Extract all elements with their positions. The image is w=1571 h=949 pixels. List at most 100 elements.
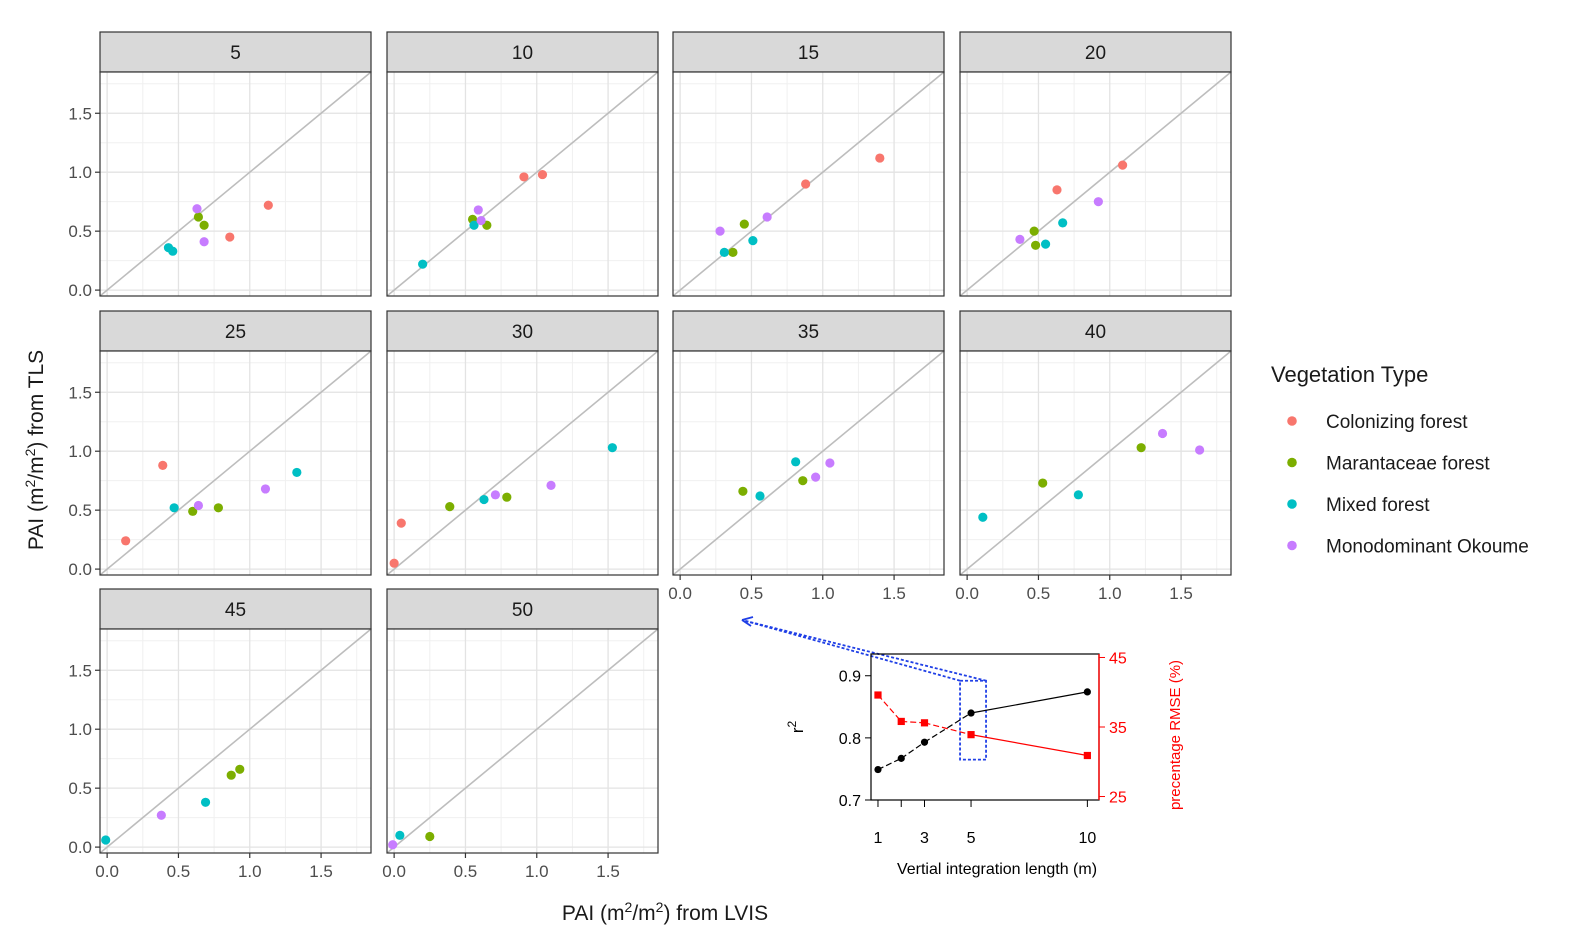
legend-label: Mixed forest — [1326, 495, 1430, 516]
data-point — [607, 443, 617, 453]
data-point — [825, 458, 835, 468]
legend-label: Colonizing forest — [1326, 412, 1468, 433]
inset-data-point — [897, 717, 905, 726]
data-point — [791, 457, 801, 467]
data-point — [519, 172, 529, 182]
data-point — [1029, 226, 1039, 236]
x-tick-label: 1.0 — [238, 862, 262, 881]
inset-y-tick-label: 0.7 — [839, 793, 861, 810]
inset-data-point — [920, 738, 929, 746]
x-axis-title: PAI (m2/m2) from LVIS — [562, 899, 768, 925]
data-point — [418, 259, 428, 269]
panel-border — [959, 71, 1232, 297]
data-point — [226, 770, 236, 780]
inset-data-point — [897, 754, 905, 762]
x-tick-label: 0.0 — [955, 584, 979, 603]
x-tick-label: 1.5 — [309, 862, 333, 881]
data-point — [755, 491, 765, 501]
one-to-one-line — [386, 628, 659, 854]
facet-panel-15: 15 — [672, 31, 945, 297]
inset-frame — [870, 653, 1100, 801]
inset-data-point — [967, 731, 975, 739]
y-tick-label: 1.5 — [68, 661, 92, 680]
panel-border — [99, 71, 372, 297]
callout-line — [741, 619, 987, 682]
data-point — [762, 212, 772, 222]
data-point — [978, 512, 988, 522]
data-point — [1030, 240, 1041, 250]
facet-strip-label: 45 — [225, 600, 246, 621]
panel-border — [672, 350, 945, 576]
facet-strip — [99, 588, 372, 630]
data-point — [1195, 445, 1205, 455]
facet-strip-label: 30 — [512, 322, 533, 343]
one-to-one-line — [99, 628, 372, 854]
data-point — [425, 831, 435, 842]
inset-y2-tick-label: 45 — [1109, 650, 1127, 667]
inset-series-segment — [970, 691, 1088, 714]
inset-series-segment — [924, 712, 972, 743]
data-point — [192, 204, 202, 214]
x-tick-label: 0.5 — [740, 584, 764, 603]
data-point — [188, 506, 198, 516]
data-point — [479, 494, 489, 505]
data-point — [200, 797, 211, 807]
inset-x-tick-label: 3 — [920, 830, 929, 847]
data-point — [101, 835, 111, 845]
panel-border — [386, 350, 659, 576]
facet-strip-label: 15 — [798, 43, 819, 64]
inset-y-title: r2 — [785, 721, 807, 734]
data-point — [263, 200, 273, 210]
one-to-one-line — [99, 350, 372, 576]
y-tick-label: 0.5 — [68, 501, 92, 520]
data-point — [537, 169, 548, 180]
y-tick-label: 0.5 — [68, 779, 92, 798]
data-point — [1136, 443, 1146, 453]
facet-strip — [672, 31, 945, 73]
x-tick-label: 1.5 — [882, 584, 906, 603]
inset-series-segment — [970, 734, 1088, 757]
callout-arrowhead — [741, 616, 754, 621]
x-tick-label: 1.0 — [525, 862, 549, 881]
inset-series-segment — [900, 741, 925, 759]
legend-key — [1287, 540, 1297, 551]
inset-series-segment — [877, 757, 902, 771]
data-point — [292, 467, 302, 478]
y-tick-label: 1.5 — [68, 104, 92, 123]
inset-data-point — [920, 719, 929, 727]
facet-strip — [386, 588, 659, 630]
data-point — [260, 484, 271, 494]
y-tick-label: 1.0 — [68, 163, 92, 182]
one-to-one-line — [959, 350, 1232, 576]
data-point — [469, 220, 479, 230]
legend-label: Monodominant Okoume — [1326, 537, 1529, 558]
one-to-one-line — [99, 71, 372, 297]
facet-strip-label: 40 — [1085, 322, 1106, 343]
data-point — [193, 212, 204, 222]
data-point — [199, 220, 209, 230]
data-point — [169, 503, 179, 513]
legend-key — [1287, 457, 1297, 468]
inset-x-tick-label: 10 — [1078, 830, 1096, 847]
x-tick-label: 1.0 — [811, 584, 835, 603]
panel-border — [386, 71, 659, 297]
data-point — [235, 764, 245, 774]
facet-strip — [386, 31, 659, 73]
inset-series-segment — [924, 722, 972, 736]
highlight-box — [959, 679, 987, 761]
data-point — [158, 460, 168, 470]
x-tick-label: 0.0 — [95, 862, 119, 881]
x-tick-label: 0.0 — [668, 584, 692, 603]
data-point — [445, 502, 455, 512]
inset-y2-tick-label: 35 — [1109, 720, 1127, 737]
data-point — [396, 518, 406, 528]
legend-label: Marantaceae forest — [1326, 454, 1490, 475]
legend-item: Monodominant Okoume — [1287, 537, 1529, 558]
one-to-one-line — [959, 71, 1232, 297]
y-tick-label: 1.5 — [68, 383, 92, 402]
one-to-one-line — [672, 350, 945, 576]
legend-item: Marantaceae forest — [1287, 454, 1490, 475]
x-tick-label: 0.5 — [167, 862, 191, 881]
